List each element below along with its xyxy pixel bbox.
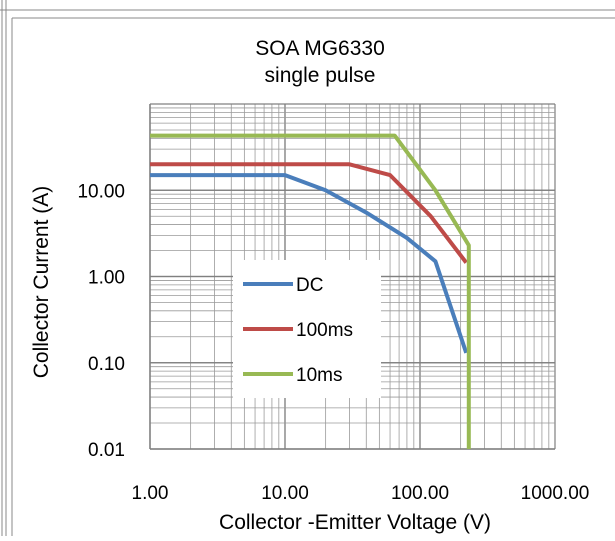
tick-labels: 1.00 10.00 100.00 1000.00 0.01 0.10 1.00 10.00 [77, 181, 589, 504]
y-axis-label: Collector Current (A) [30, 186, 53, 379]
chart-title: SOA MG6330 [255, 37, 385, 60]
legend-label-dc: DC [296, 275, 323, 296]
legend: DC 100ms 10ms [233, 260, 381, 398]
series-lines [150, 133, 471, 449]
legend-label-10ms: 10ms [296, 365, 342, 386]
series-line-dc [150, 173, 469, 354]
y-tick-label: 0.10 [88, 354, 125, 375]
chart-subtitle: single pulse [265, 64, 376, 87]
legend-label-100ms: 100ms [296, 320, 353, 341]
y-tick-label: 10.00 [77, 181, 125, 202]
x-tick-label: 100.00 [391, 483, 449, 504]
y-tick-label: 0.01 [88, 440, 125, 461]
x-tick-label: 1.00 [132, 483, 169, 504]
x-tick-label: 1000.00 [521, 483, 590, 504]
series-line-10ms [150, 133, 471, 449]
x-axis-label: Collector -Emitter Voltage (V) [219, 511, 491, 534]
series-line-100ms [150, 162, 468, 264]
x-tick-label: 10.00 [261, 483, 309, 504]
y-tick-label: 1.00 [88, 268, 125, 289]
